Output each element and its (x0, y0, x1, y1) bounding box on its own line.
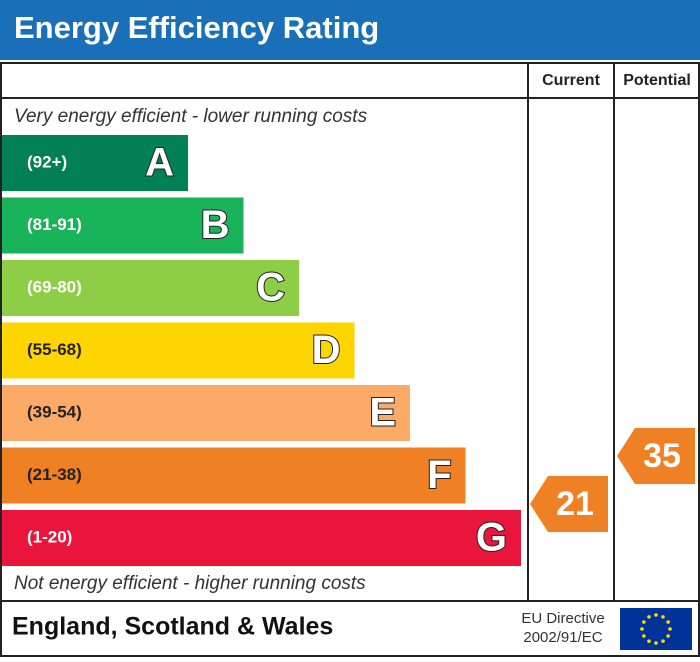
band-range: (81-91) (27, 215, 82, 234)
band (2, 510, 521, 566)
band-letter: F (427, 453, 451, 497)
band-letter: G (476, 516, 507, 560)
bottom-note: Not energy efficient - higher running co… (14, 573, 366, 594)
star (654, 641, 658, 645)
band-range: (55-68) (27, 340, 82, 359)
band (2, 385, 410, 441)
directive: 2002/91/EC (523, 629, 602, 646)
band (2, 197, 244, 254)
star (661, 639, 665, 643)
title: Energy Efficiency Rating (14, 10, 379, 45)
band-range: (92+) (27, 152, 67, 171)
top-note: Very energy efficient - lower running co… (14, 106, 368, 127)
band-letter: B (201, 203, 230, 247)
column-header: Current (542, 72, 600, 89)
star (666, 634, 670, 638)
band-letter: C (256, 266, 285, 310)
eu-flag (620, 608, 692, 650)
column-header: Potential (623, 72, 691, 89)
star (666, 620, 670, 624)
band-range: (1-20) (27, 527, 72, 546)
star (654, 613, 658, 617)
rating-arrow (530, 476, 608, 532)
rating-value: 21 (556, 485, 594, 523)
star (647, 639, 651, 643)
star (640, 627, 644, 631)
band (2, 135, 188, 191)
band-letter: D (312, 328, 341, 372)
band (2, 447, 466, 504)
star (642, 634, 646, 638)
star (642, 620, 646, 624)
star (661, 615, 665, 619)
rating-value: 35 (643, 437, 681, 475)
header-bar (0, 0, 700, 60)
star (647, 615, 651, 619)
band-range: (21-38) (27, 465, 82, 484)
star (668, 627, 672, 631)
band-range: (39-54) (27, 402, 82, 421)
band (2, 322, 355, 379)
rating-arrow (617, 428, 695, 484)
band-range: (69-80) (27, 277, 82, 296)
band (2, 260, 299, 316)
directive: EU Directive (521, 610, 604, 627)
band-letter: A (145, 141, 174, 185)
band-letter: E (369, 391, 396, 435)
region: England, Scotland & Wales (12, 613, 333, 641)
